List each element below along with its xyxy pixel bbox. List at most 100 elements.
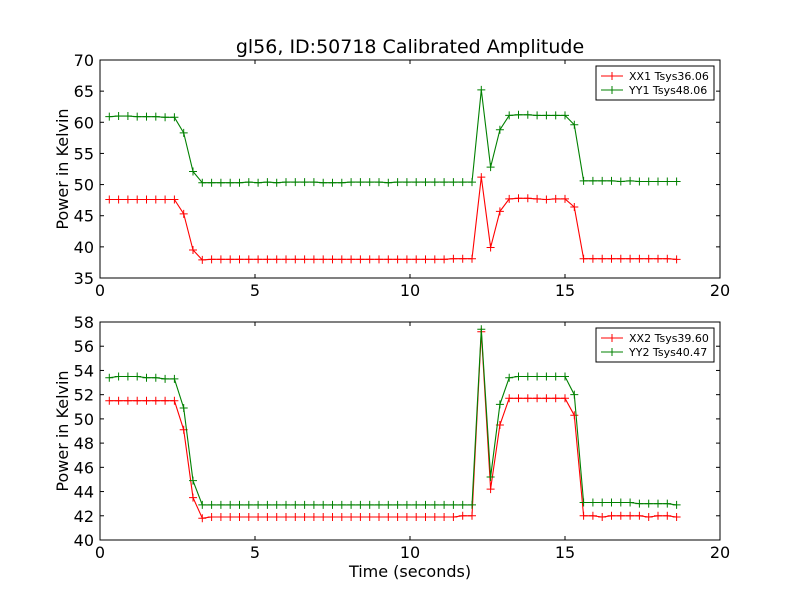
panel1-data-point [170, 195, 179, 204]
panel1-ytick-label: 50 [74, 176, 94, 195]
panel2-ytick-label: 48 [74, 434, 94, 453]
panel1-data-point [626, 254, 635, 263]
panel1-data-point [635, 254, 644, 263]
panel1-data-point [309, 178, 318, 187]
panel1-ytick-label: 40 [74, 238, 94, 257]
panel2-data-point [272, 500, 281, 509]
panel1-series-1 [105, 173, 681, 264]
panel1-data-point [356, 178, 365, 187]
panel1-xtick-label: 15 [555, 281, 575, 300]
panel2-data-point [635, 511, 644, 520]
panel1-data-point [486, 243, 495, 252]
panel1-data-point [598, 254, 607, 263]
panel2-data-point [616, 498, 625, 507]
panel2-ytick-label: 50 [74, 410, 94, 429]
panel1-data-point [644, 177, 653, 186]
panel1-data-point [421, 178, 430, 187]
panel2-data-point [458, 500, 467, 509]
panel1-data-point [663, 177, 672, 186]
panel2-ytick-label: 56 [74, 337, 94, 356]
panel2-data-point [309, 500, 318, 509]
panel2-data-point [226, 500, 235, 509]
panel1-data-point [570, 120, 579, 129]
panel1-data-point [663, 254, 672, 263]
panel2-data-point [207, 512, 216, 521]
panel1-data-point [514, 110, 523, 119]
panel2-data-point [263, 512, 272, 521]
panel1-data-point [626, 176, 635, 185]
panel1-data-point [328, 255, 337, 264]
panel2-data-point [542, 372, 551, 381]
panel1-ytick-label: 35 [74, 269, 94, 288]
panel2-data-point [254, 512, 263, 521]
panel2-data-point [170, 374, 179, 383]
panel2: 0 5 10 15 20 40 42 44 46 48 50 52 54 56 58 Power in Kel… [53, 313, 730, 581]
panel1-data-point [607, 176, 616, 185]
panel1-data-point [133, 112, 142, 121]
panel2-data-point [263, 500, 272, 509]
panel1-data-point [561, 111, 569, 120]
panel2-data-point [198, 514, 207, 523]
panel1-data-point [347, 178, 356, 187]
panel1-data-point [384, 255, 393, 264]
panel2-data-point [151, 373, 160, 382]
panel1-data-point [542, 195, 551, 204]
panel2-data-point [207, 500, 216, 509]
panel2-data-point [291, 512, 300, 521]
panel1-data-point [365, 178, 374, 187]
panel1-data-point [198, 178, 207, 187]
panel2-data-point [356, 500, 365, 509]
panel1-data-point [161, 195, 170, 204]
panel1-series-line [109, 177, 677, 261]
panel2-data-point [514, 394, 523, 403]
panel2-data-point [151, 396, 160, 405]
panel2-xlabel: Time (seconds) [348, 562, 471, 581]
panel2-data-point [523, 372, 532, 381]
panel2-data-point [626, 498, 635, 507]
panel2-data-point [458, 511, 467, 520]
panel1-data-point [616, 254, 625, 263]
panel2-ytick-label: 58 [74, 313, 94, 332]
panel2-data-point [393, 512, 402, 521]
panel2-data-point [300, 500, 309, 509]
panel1-series-line [109, 89, 677, 184]
panel2-data-point [486, 473, 495, 482]
panel2-data-point [319, 512, 328, 521]
panel1-data-point [198, 255, 207, 264]
panel2-data-point [644, 499, 653, 508]
panel2-data-point [347, 512, 356, 521]
panel1-data-point [533, 194, 542, 203]
panel1-data-point [207, 178, 216, 187]
panel1-data-point [495, 125, 504, 134]
panel2-data-point [133, 396, 142, 405]
panel2-data-point [514, 372, 523, 381]
panel2-series-line [109, 331, 677, 519]
panel1-data-point [375, 255, 383, 264]
panel2-data-point [142, 396, 151, 405]
panel2-data-point [319, 500, 328, 509]
panel1-data-point [105, 112, 114, 121]
panel2-ytick-label: 40 [74, 531, 94, 550]
panel2-data-point [384, 512, 393, 521]
panel1-data-point [216, 178, 225, 187]
panel1-data-point [561, 194, 569, 203]
panel2-data-point [272, 512, 281, 521]
panel2-data-point [635, 499, 644, 508]
panel1-data-point [588, 254, 597, 263]
panel2-data-point [551, 394, 560, 403]
panel2-data-point [179, 403, 188, 412]
panel1-data-point [542, 111, 551, 120]
panel1-data-point [579, 254, 588, 263]
panel1-data-point [291, 178, 300, 187]
panel1-data-point [458, 178, 467, 187]
panel2-series-2 [105, 325, 681, 509]
panel2-series-1 [105, 327, 681, 523]
panel1-data-point [551, 194, 560, 203]
panel2-ytick-label: 54 [74, 361, 94, 380]
panel1-legend-label: XX1 Tsys36.06 [629, 70, 709, 83]
panel1-data-point [123, 195, 132, 204]
panel1-data-point [254, 178, 263, 187]
panel1-data-point [328, 178, 337, 187]
panel1-data-point [449, 178, 458, 187]
